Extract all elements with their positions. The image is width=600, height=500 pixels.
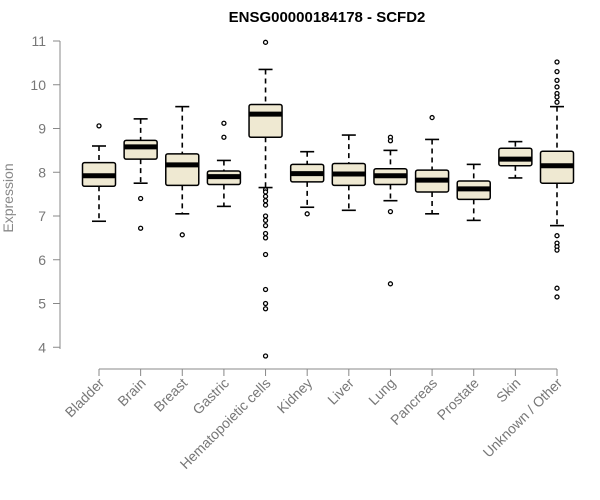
outlier-point [262, 286, 269, 293]
outlier-point [137, 225, 144, 231]
box-liver [331, 134, 367, 212]
outlier-point [96, 123, 102, 129]
outlier-point [262, 306, 269, 312]
outlier-point [554, 294, 560, 300]
box-brain [123, 118, 158, 231]
box-hematopoietic-cells [248, 39, 283, 359]
x-tick-label: Brain [114, 375, 148, 409]
outlier-point [221, 120, 227, 126]
outlier-point [554, 233, 560, 239]
outlier-point [554, 285, 560, 291]
outlier-point [262, 39, 269, 45]
outlier-point [387, 208, 394, 215]
outlier-point [137, 195, 144, 202]
x-tick-label: Breast [150, 375, 190, 415]
outlier-point [262, 353, 269, 359]
outlier-point [387, 281, 394, 287]
outlier-point [262, 189, 269, 195]
outlier-point [262, 213, 269, 219]
outlier-point [221, 134, 227, 140]
box-bladder [81, 123, 117, 223]
boxes [81, 39, 575, 359]
outlier-point [262, 222, 269, 229]
y-axis-label: Expression [0, 163, 16, 232]
box-skin [498, 140, 533, 179]
outlier-point [304, 211, 310, 217]
outlier-point [262, 193, 269, 199]
box-gastric [206, 120, 242, 208]
outlier-point [262, 202, 269, 208]
outlier-point [262, 217, 269, 224]
outlier-point [262, 300, 269, 307]
outlier-point [554, 77, 560, 84]
box-kidney [289, 150, 325, 217]
box-unknown-other [539, 59, 575, 300]
box-prostate [456, 163, 491, 222]
outlier-point [262, 251, 269, 258]
outlier-point [554, 68, 560, 75]
x-tick-label: Liver [324, 375, 357, 408]
y-tick-label: 6 [38, 252, 46, 268]
y-tick-label: 11 [31, 33, 46, 49]
x-tick-label: Prostate [434, 375, 482, 423]
y-tick-label: 10 [30, 77, 46, 93]
y-tick-label: 8 [38, 164, 46, 180]
chart-title: ENSG00000184178 - SCFD2 [229, 9, 426, 26]
x-tick-label: Skin [493, 375, 524, 406]
outlier-point [262, 235, 269, 241]
box-pancreas [414, 114, 450, 215]
outlier-point [554, 94, 560, 100]
box-breast [165, 105, 200, 238]
outlier-point [179, 232, 185, 238]
y-tick-label: 5 [38, 296, 46, 312]
outlier-point [429, 114, 435, 121]
outlier-point [554, 99, 560, 105]
box-iqr [123, 139, 158, 160]
outlier-point [554, 59, 560, 65]
box-iqr [248, 103, 283, 138]
x-tick-label: Kidney [274, 375, 316, 417]
outlier-point [262, 230, 269, 237]
outlier-point [262, 198, 269, 204]
outlier-point [387, 138, 394, 144]
outlier-point [554, 84, 560, 90]
outlier-point [554, 247, 560, 253]
box-iqr [165, 153, 200, 187]
x-tick-label: Lung [365, 375, 398, 408]
y-tick-label: 7 [38, 208, 46, 224]
y-tick-label: 4 [38, 339, 46, 355]
x-tick-label: Bladder [62, 375, 108, 421]
y-tick-label: 9 [38, 121, 46, 137]
y-ticks: 4 5 6 7 8 9 10 11 [30, 33, 60, 355]
box-lung [373, 134, 408, 287]
x-tick-label: Unknown / Other [480, 375, 566, 461]
